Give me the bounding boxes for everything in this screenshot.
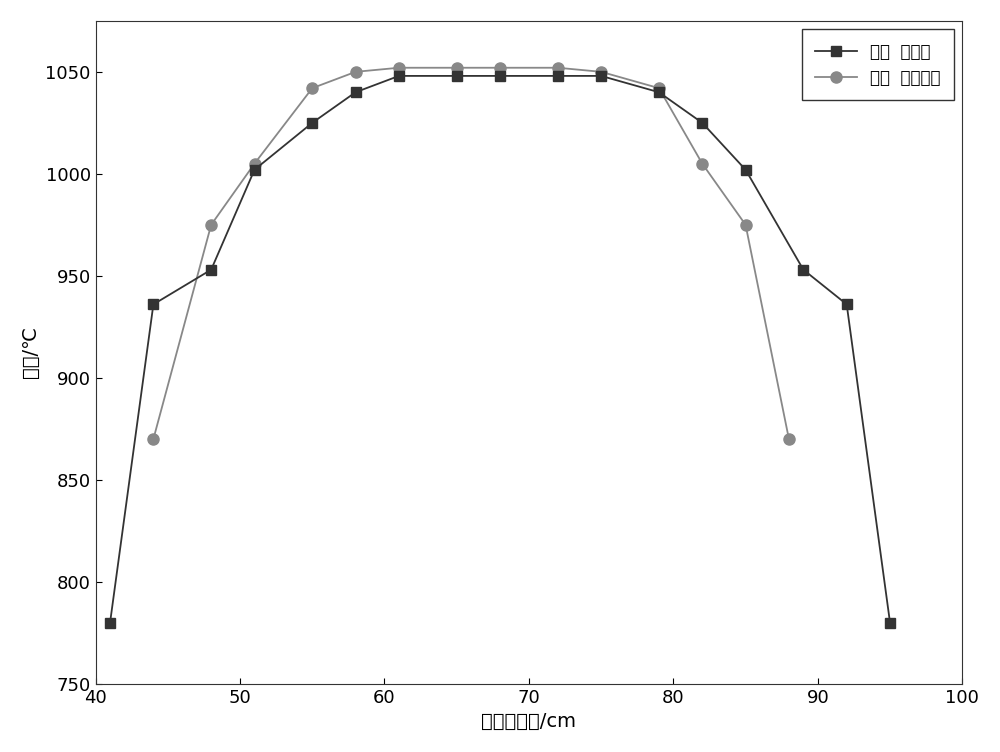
温度  加氢气 (841, 300, 853, 309)
温度  加氢气 (205, 265, 217, 274)
温度  加氢气 (494, 71, 506, 80)
温度  加氢气 (740, 165, 752, 174)
温度  不加氢气 (783, 435, 795, 444)
温度  加氢气 (884, 618, 896, 627)
温度  不加氢气 (350, 68, 362, 77)
温度  加氢气 (653, 88, 665, 97)
温度  不加氢气 (306, 83, 318, 92)
温度  不加氢气 (249, 159, 261, 168)
温度  加氢气 (306, 118, 318, 127)
温度  加氢气 (147, 300, 159, 309)
温度  不加氢气 (696, 159, 708, 168)
Line: 温度  不加氢气: 温度 不加氢气 (148, 62, 794, 444)
Y-axis label: 温度/℃: 温度/℃ (21, 326, 40, 378)
温度  不加氢气 (147, 435, 159, 444)
Legend: 温度  加氢气, 温度  不加氢气: 温度 加氢气, 温度 不加氢气 (802, 29, 954, 100)
温度  加氢气 (350, 88, 362, 97)
温度  不加氢气 (205, 220, 217, 229)
温度  不加氢气 (595, 68, 607, 77)
温度  不加氢气 (653, 83, 665, 92)
温度  加氢气 (451, 71, 463, 80)
温度  加氢气 (249, 165, 261, 174)
温度  加氢气 (104, 618, 116, 627)
温度  加氢气 (393, 71, 405, 80)
温度  不加氢气 (552, 63, 564, 72)
温度  不加氢气 (393, 63, 405, 72)
X-axis label: 石英管位置/cm: 石英管位置/cm (481, 712, 576, 731)
温度  不加氢气 (494, 63, 506, 72)
温度  加氢气 (595, 71, 607, 80)
温度  加氢气 (552, 71, 564, 80)
温度  加氢气 (696, 118, 708, 127)
温度  不加氢气 (451, 63, 463, 72)
温度  不加氢气 (740, 220, 752, 229)
Line: 温度  加氢气: 温度 加氢气 (105, 71, 895, 627)
温度  加氢气 (797, 265, 809, 274)
